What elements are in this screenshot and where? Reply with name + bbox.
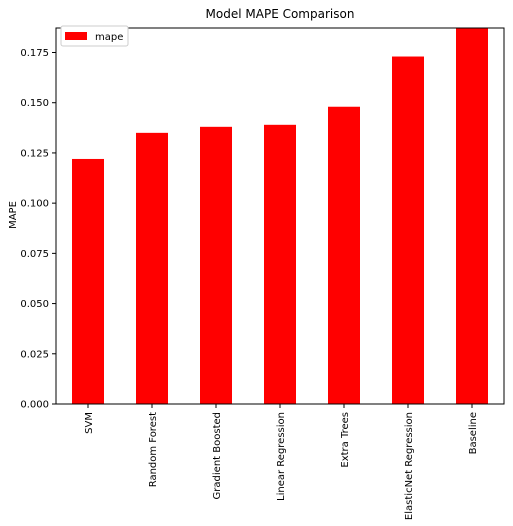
legend-label: mape — [95, 32, 123, 43]
x-tick-label: Extra Trees — [340, 412, 351, 468]
x-tick-label: SVM — [84, 412, 95, 434]
x-tick-label: Gradient Boosted — [212, 412, 223, 499]
x-ticks-group: SVM Random Forest Gradient Boosted Linear R… — [84, 404, 479, 520]
y-tick-label: 0.125 — [20, 148, 49, 159]
plot-frame — [55, 27, 505, 405]
y-tick-label: 0.000 — [20, 400, 49, 411]
y-tick-label: 0.175 — [20, 48, 49, 59]
y-tick-label: 0.075 — [20, 249, 49, 260]
y-tick-label: 0.150 — [20, 98, 49, 109]
y-axis-label: MAPE — [8, 201, 19, 229]
bar-extra-trees — [328, 106, 360, 405]
y-tick-label: 0.100 — [20, 199, 49, 210]
legend-box — [60, 25, 129, 47]
bar-linear-regression — [264, 124, 296, 404]
y-tick-label: 0.025 — [20, 349, 49, 360]
x-tick-label: Random Forest — [148, 412, 159, 487]
y-tick-label: 0.050 — [20, 299, 49, 310]
bar-gradient-boosted — [200, 126, 232, 404]
legend-swatch — [65, 32, 87, 40]
x-tick-label: Baseline — [468, 412, 479, 454]
bar-random-forest — [136, 132, 168, 404]
y-ticks-group: 0.000 0.025 0.050 0.075 0.100 0.125 0.150 0.175 — [20, 48, 56, 411]
x-tick-label: Linear Regression — [276, 412, 287, 501]
legend: mape — [60, 25, 129, 47]
bars-group — [72, 28, 488, 405]
chart-title: Model MAPE Comparison — [206, 7, 355, 21]
bar-baseline — [456, 28, 488, 405]
bar-svm — [72, 158, 104, 404]
bar-elasticnet-regression — [392, 56, 424, 405]
x-tick-label: ElasticNet Regression — [404, 412, 415, 520]
